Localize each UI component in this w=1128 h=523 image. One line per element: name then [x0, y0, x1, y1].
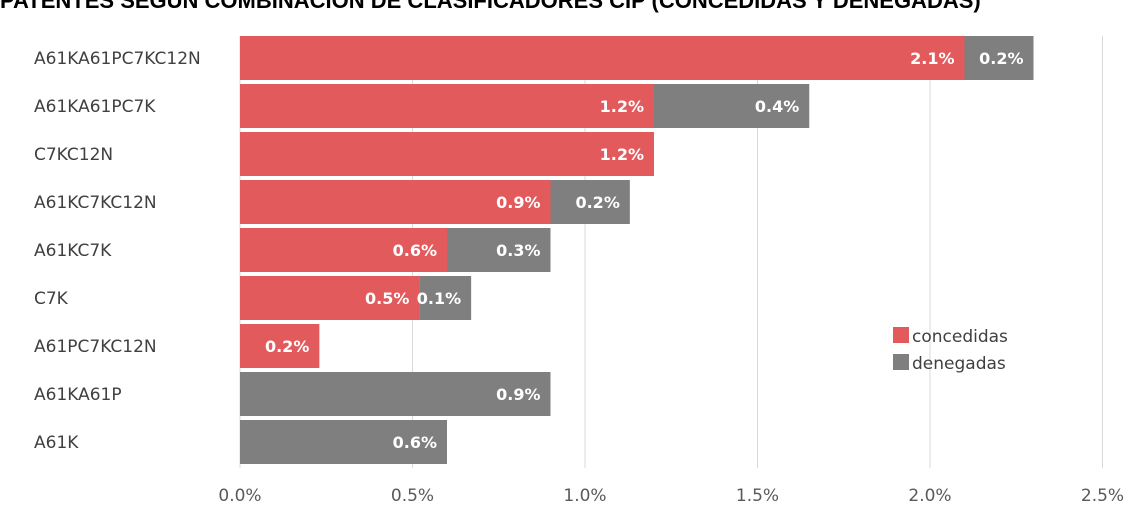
legend: concedidas denegadas [893, 327, 1008, 374]
data-label-denegadas-5: 0.1% [417, 289, 461, 308]
bar-denegadas-8 [240, 420, 447, 464]
category-label: A61KC7KC12N [34, 193, 157, 213]
category-label: C7K [34, 289, 69, 309]
data-label-concedidas-3: 0.9% [496, 193, 540, 212]
data-label-concedidas-4: 0.6% [393, 241, 437, 260]
data-label-denegadas-0: 0.2% [979, 49, 1023, 68]
x-tick-label: 1.0% [563, 486, 606, 506]
x-axis-ticks: 0.0% 0.5% 1.0% 1.5% 2.0% 2.5% [218, 486, 1124, 506]
legend-label-concedidas: concedidas [912, 327, 1008, 347]
x-tick-label: 2.0% [908, 486, 951, 506]
bar-concedidas-4 [240, 228, 447, 272]
category-label: A61KA61PC7K [34, 97, 156, 117]
category-labels: A61KA61PC7KC12NA61KA61PC7KC7KC12NA61KC7K… [34, 49, 201, 453]
data-label-concedidas-6: 0.2% [265, 337, 309, 356]
bar-concedidas-5 [240, 276, 420, 320]
category-label: A61KC7K [34, 241, 112, 261]
x-tick-label: 0.5% [391, 486, 434, 506]
category-label: A61K [34, 433, 79, 453]
x-tick-label: 0.0% [218, 486, 261, 506]
data-label-denegadas-3: 0.2% [575, 193, 619, 212]
bar-concedidas-6 [240, 324, 320, 368]
data-label-concedidas-5: 0.5% [365, 289, 409, 308]
bar-denegadas-1 [654, 84, 810, 128]
legend-swatch-concedidas [893, 327, 909, 343]
bar-denegadas-5 [419, 276, 472, 320]
bar-denegadas-0 [964, 36, 1034, 80]
bar-concedidas-3 [240, 180, 551, 224]
data-label-denegadas-8: 0.6% [393, 433, 437, 452]
bar-concedidas-1 [240, 84, 654, 128]
bar-denegadas-4 [447, 228, 551, 272]
category-label: A61KA61P [34, 385, 122, 405]
data-label-denegadas-4: 0.3% [496, 241, 540, 260]
bars: 2.1% 0.2% 1.2% 0.4% 1.2% 0.9% 0.2% 0.6% 0.3% 0.5%… [240, 36, 1034, 464]
data-label-concedidas-1: 1.2% [600, 97, 644, 116]
bar-denegadas-7 [240, 372, 551, 416]
bar-concedidas-2 [240, 132, 654, 176]
legend-swatch-denegadas [893, 354, 909, 370]
bar-concedidas-0 [240, 36, 965, 80]
category-label: C7KC12N [34, 145, 113, 165]
x-tick-label: 1.5% [736, 486, 779, 506]
data-label-concedidas-2: 1.2% [600, 145, 644, 164]
legend-label-denegadas: denegadas [912, 354, 1006, 374]
x-tick-label: 2.5% [1081, 486, 1124, 506]
data-label-concedidas-0: 2.1% [910, 49, 954, 68]
category-label: A61KA61PC7KC12N [34, 49, 201, 69]
category-label: A61PC7KC12N [34, 337, 157, 357]
chart-title: PATENTES SEGÚN COMBINACIÓN DE CLASIFICAD… [0, 0, 981, 13]
data-label-denegadas-7: 0.9% [496, 385, 540, 404]
data-label-denegadas-1: 0.4% [755, 97, 799, 116]
bar-denegadas-3 [550, 180, 630, 224]
